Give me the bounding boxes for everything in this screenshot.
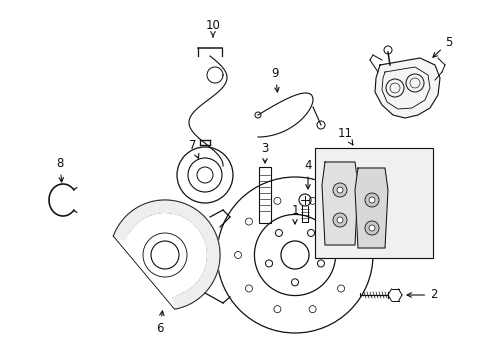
Polygon shape <box>354 168 387 248</box>
Circle shape <box>368 197 374 203</box>
Circle shape <box>336 187 342 193</box>
Circle shape <box>336 217 342 223</box>
Circle shape <box>364 221 378 235</box>
Polygon shape <box>113 200 220 309</box>
Polygon shape <box>321 162 357 245</box>
Bar <box>314 148 432 258</box>
Text: 10: 10 <box>205 18 220 37</box>
Text: 2: 2 <box>406 288 437 302</box>
Text: 5: 5 <box>432 36 452 57</box>
Circle shape <box>332 213 346 227</box>
Text: 3: 3 <box>261 141 268 163</box>
Polygon shape <box>374 58 439 118</box>
Text: 9: 9 <box>271 67 279 92</box>
Text: 11: 11 <box>337 126 352 145</box>
Bar <box>259 167 270 223</box>
Text: 4: 4 <box>304 158 311 189</box>
Circle shape <box>368 225 374 231</box>
Text: 1: 1 <box>291 203 298 224</box>
Circle shape <box>364 193 378 207</box>
Circle shape <box>332 183 346 197</box>
Text: 7: 7 <box>189 139 199 158</box>
Text: 8: 8 <box>56 157 63 182</box>
Text: 6: 6 <box>156 311 163 334</box>
